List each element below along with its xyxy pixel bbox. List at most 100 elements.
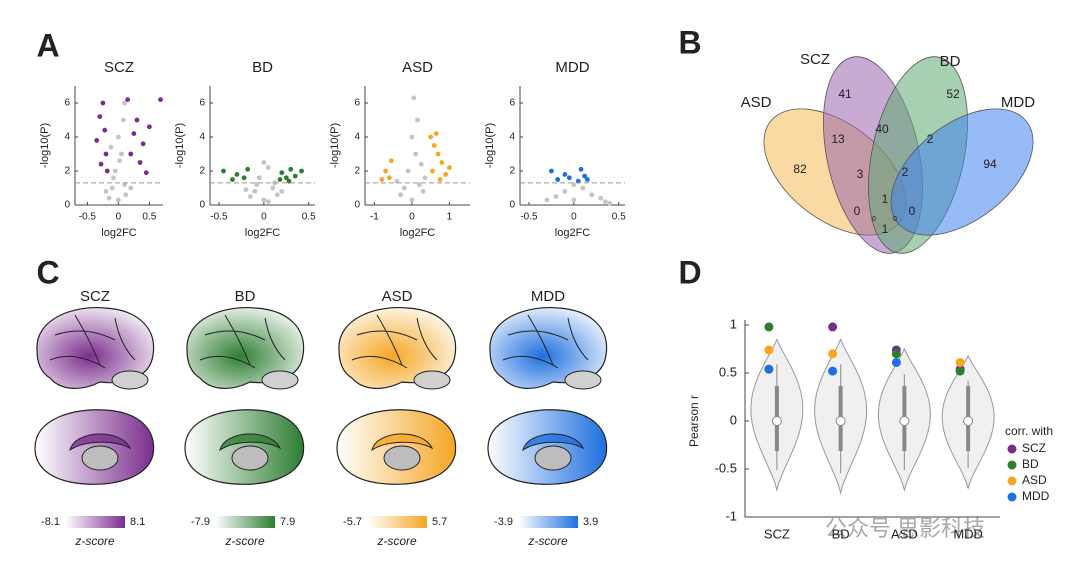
data-point (549, 168, 554, 174)
data-point (607, 200, 613, 206)
colorbar-max: 8.1 (130, 516, 145, 528)
median (771, 416, 782, 426)
data-point (388, 158, 394, 164)
brainstem (534, 445, 572, 471)
data-point (128, 151, 134, 157)
brain-lateral (36, 306, 155, 389)
data-point (580, 185, 586, 191)
venn-count: 3 (857, 167, 864, 181)
data-point (589, 192, 595, 198)
data-point (443, 172, 449, 177)
data-point (254, 182, 260, 188)
data-point (261, 197, 267, 203)
legend-title: corr. with (1005, 424, 1053, 438)
data-point (115, 197, 121, 203)
venn-count: 0 (854, 204, 861, 218)
data-point (409, 197, 415, 203)
data-point (137, 160, 143, 165)
corpus-callosum (69, 433, 132, 452)
y-tick-label: 2 (509, 166, 515, 177)
colorbar-label: z-score (527, 534, 568, 548)
data-point (405, 168, 411, 174)
venn-count: 41 (838, 87, 852, 101)
y-tick-label: 0 (354, 200, 360, 211)
data-point (279, 189, 285, 194)
data-point (256, 175, 262, 181)
data-point (764, 322, 774, 332)
data-point (582, 173, 588, 179)
data-point (435, 151, 441, 157)
data-point (104, 168, 110, 174)
venn-count: 0 (909, 204, 916, 218)
data-point (584, 177, 590, 182)
venn-count: 52 (946, 87, 960, 101)
x-tick-label: 0 (409, 212, 415, 223)
data-point (292, 173, 298, 179)
colorbar-min: -3.9 (494, 516, 513, 528)
venn-count: 13 (831, 132, 845, 146)
panel-label: B (678, 24, 701, 60)
x-tick-label: BD (832, 526, 850, 541)
panel-label: C (36, 254, 59, 290)
data-point (386, 175, 392, 181)
data-point (109, 185, 115, 191)
median (835, 416, 846, 426)
data-point (98, 161, 104, 167)
data-point (234, 172, 240, 177)
data-point (115, 134, 121, 140)
data-point (955, 357, 965, 367)
data-point (230, 177, 235, 182)
data-point (274, 192, 280, 198)
brainstem (231, 445, 269, 471)
data-point (415, 117, 420, 123)
y-tick-label: 6 (354, 98, 360, 109)
legend-label: MDD (1022, 489, 1050, 503)
venn-set-label: MDD (1001, 94, 1035, 111)
data-point (446, 165, 452, 171)
data-point (413, 151, 419, 157)
data-point (140, 141, 146, 147)
data-point (562, 189, 568, 194)
venn-count: 1 (882, 222, 889, 236)
data-point (261, 160, 267, 165)
data-point (422, 175, 428, 181)
y-axis-label: -log10(P) (329, 123, 341, 168)
corpus-callosum (522, 433, 585, 452)
x-tick-label: 0.5 (302, 212, 316, 223)
colorbar (367, 516, 427, 528)
data-point (241, 175, 247, 181)
data-point (102, 127, 108, 133)
data-point (131, 131, 137, 137)
data-point (409, 134, 415, 140)
data-point (602, 199, 608, 205)
y-tick-label: 4 (64, 132, 70, 143)
data-point (571, 197, 577, 203)
venn-count: 0 (893, 216, 897, 223)
data-point (598, 195, 604, 201)
data-point (117, 158, 123, 164)
x-tick-label: -0.5 (210, 212, 228, 223)
x-tick-label: 0 (261, 212, 267, 223)
data-point (562, 172, 568, 177)
data-point (553, 194, 559, 199)
data-point (428, 134, 434, 140)
x-axis-label: log2FC (245, 227, 281, 239)
data-point (277, 177, 283, 182)
venn-count: 40 (875, 122, 889, 136)
panel-label: A (36, 27, 59, 63)
data-point (828, 322, 838, 332)
data-point (103, 189, 109, 194)
data-point (578, 166, 584, 172)
venn-count: 1 (882, 192, 889, 206)
colorbar (215, 516, 275, 528)
data-point (134, 117, 140, 123)
data-point (252, 189, 258, 194)
colorbar-max: 3.9 (583, 516, 598, 528)
plot-title: ASD (402, 59, 433, 76)
data-point (146, 124, 152, 130)
x-axis-label: log2FC (555, 227, 591, 239)
data-point (891, 357, 901, 367)
data-point (119, 151, 124, 157)
data-point (288, 166, 294, 172)
legend-marker (1007, 460, 1017, 470)
